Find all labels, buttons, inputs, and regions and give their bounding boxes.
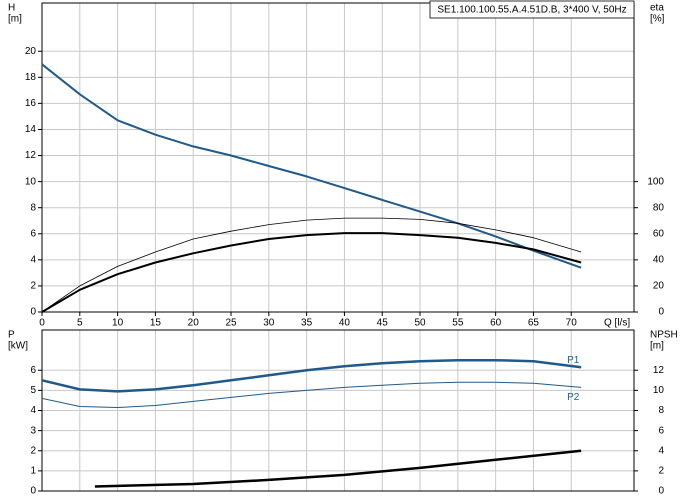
y2-axis-unit: [m] (650, 341, 664, 352)
y-tick-label: 12 (25, 150, 37, 161)
y-tick-label: 2 (30, 445, 36, 456)
y-tick-label: 5 (30, 385, 36, 396)
y-tick-label: 4 (30, 405, 36, 416)
x-axis-label: Q [l/s] (604, 318, 630, 329)
y-tick-label: 6 (30, 365, 36, 376)
y-axis-unit: [kW] (8, 341, 28, 352)
title-box (429, 0, 635, 19)
y-tick-label: 8 (30, 202, 36, 213)
x-tick-label: 30 (263, 318, 275, 329)
x-tick-label: 15 (150, 318, 162, 329)
y2-tick-label: 100 (647, 176, 664, 187)
curve (41, 358, 582, 393)
y2-tick-label: 20 (653, 281, 665, 292)
y-tick-label: 10 (25, 176, 37, 187)
curve (41, 381, 582, 408)
y-axis-label: H (8, 3, 15, 14)
plot-frame (41, 2, 635, 313)
y2-axis-label: eta (650, 3, 664, 14)
series-label: P1 (567, 355, 580, 366)
x-tick-label: 35 (301, 318, 313, 329)
y2-axis-label: NPSH (650, 330, 678, 341)
y-tick-label: 1 (30, 466, 36, 477)
x-tick-label: 55 (452, 318, 464, 329)
y2-tick-label: 12 (653, 365, 665, 376)
y2-tick-label: 40 (653, 254, 665, 265)
y2-tick-label: 4 (658, 445, 664, 456)
x-tick-label: 65 (528, 318, 540, 329)
x-tick-label: 0 (39, 318, 45, 329)
y2-tick-label: 8 (658, 405, 664, 416)
y-tick-label: 18 (25, 72, 37, 83)
chart-title: SE1.100.100.55.A.4.51D.B, 3*400 V, 50Hz (437, 5, 626, 16)
plot-frame (41, 329, 635, 492)
x-tick-label: 5 (77, 318, 83, 329)
y2-tick-label: 80 (653, 202, 665, 213)
y2-tick-label: 6 (658, 425, 664, 436)
curve (94, 449, 582, 488)
y-tick-label: 6 (30, 228, 36, 239)
curve (41, 217, 582, 313)
y-tick-label: 14 (25, 124, 37, 135)
y-axis-unit: [m] (8, 14, 22, 25)
x-tick-label: 10 (112, 318, 124, 329)
y2-tick-label: 60 (653, 228, 665, 239)
x-tick-label: 60 (490, 318, 502, 329)
curve (41, 63, 582, 269)
y-tick-label: 20 (25, 46, 37, 57)
y-tick-label: 2 (30, 281, 36, 292)
x-tick-label: 25 (225, 318, 237, 329)
y-tick-label: 16 (25, 98, 37, 109)
y-tick-label: 4 (30, 254, 36, 265)
y-tick-label: 0 (30, 486, 36, 497)
x-tick-label: 20 (188, 318, 200, 329)
y-tick-label: 0 (30, 307, 36, 318)
y-tick-label: 3 (30, 425, 36, 436)
x-tick-label: 50 (414, 318, 426, 329)
y2-tick-label: 2 (658, 466, 664, 477)
series-label: P2 (567, 392, 580, 403)
y2-tick-label: 0 (658, 307, 664, 318)
y-axis-label: P (8, 330, 15, 341)
y2-tick-label: 0 (658, 486, 664, 497)
y2-axis-unit: [%] (650, 14, 665, 25)
curve (41, 232, 582, 313)
y2-tick-label: 10 (653, 385, 665, 396)
x-tick-label: 70 (566, 318, 578, 329)
x-tick-label: 45 (377, 318, 389, 329)
x-tick-label: 40 (339, 318, 351, 329)
